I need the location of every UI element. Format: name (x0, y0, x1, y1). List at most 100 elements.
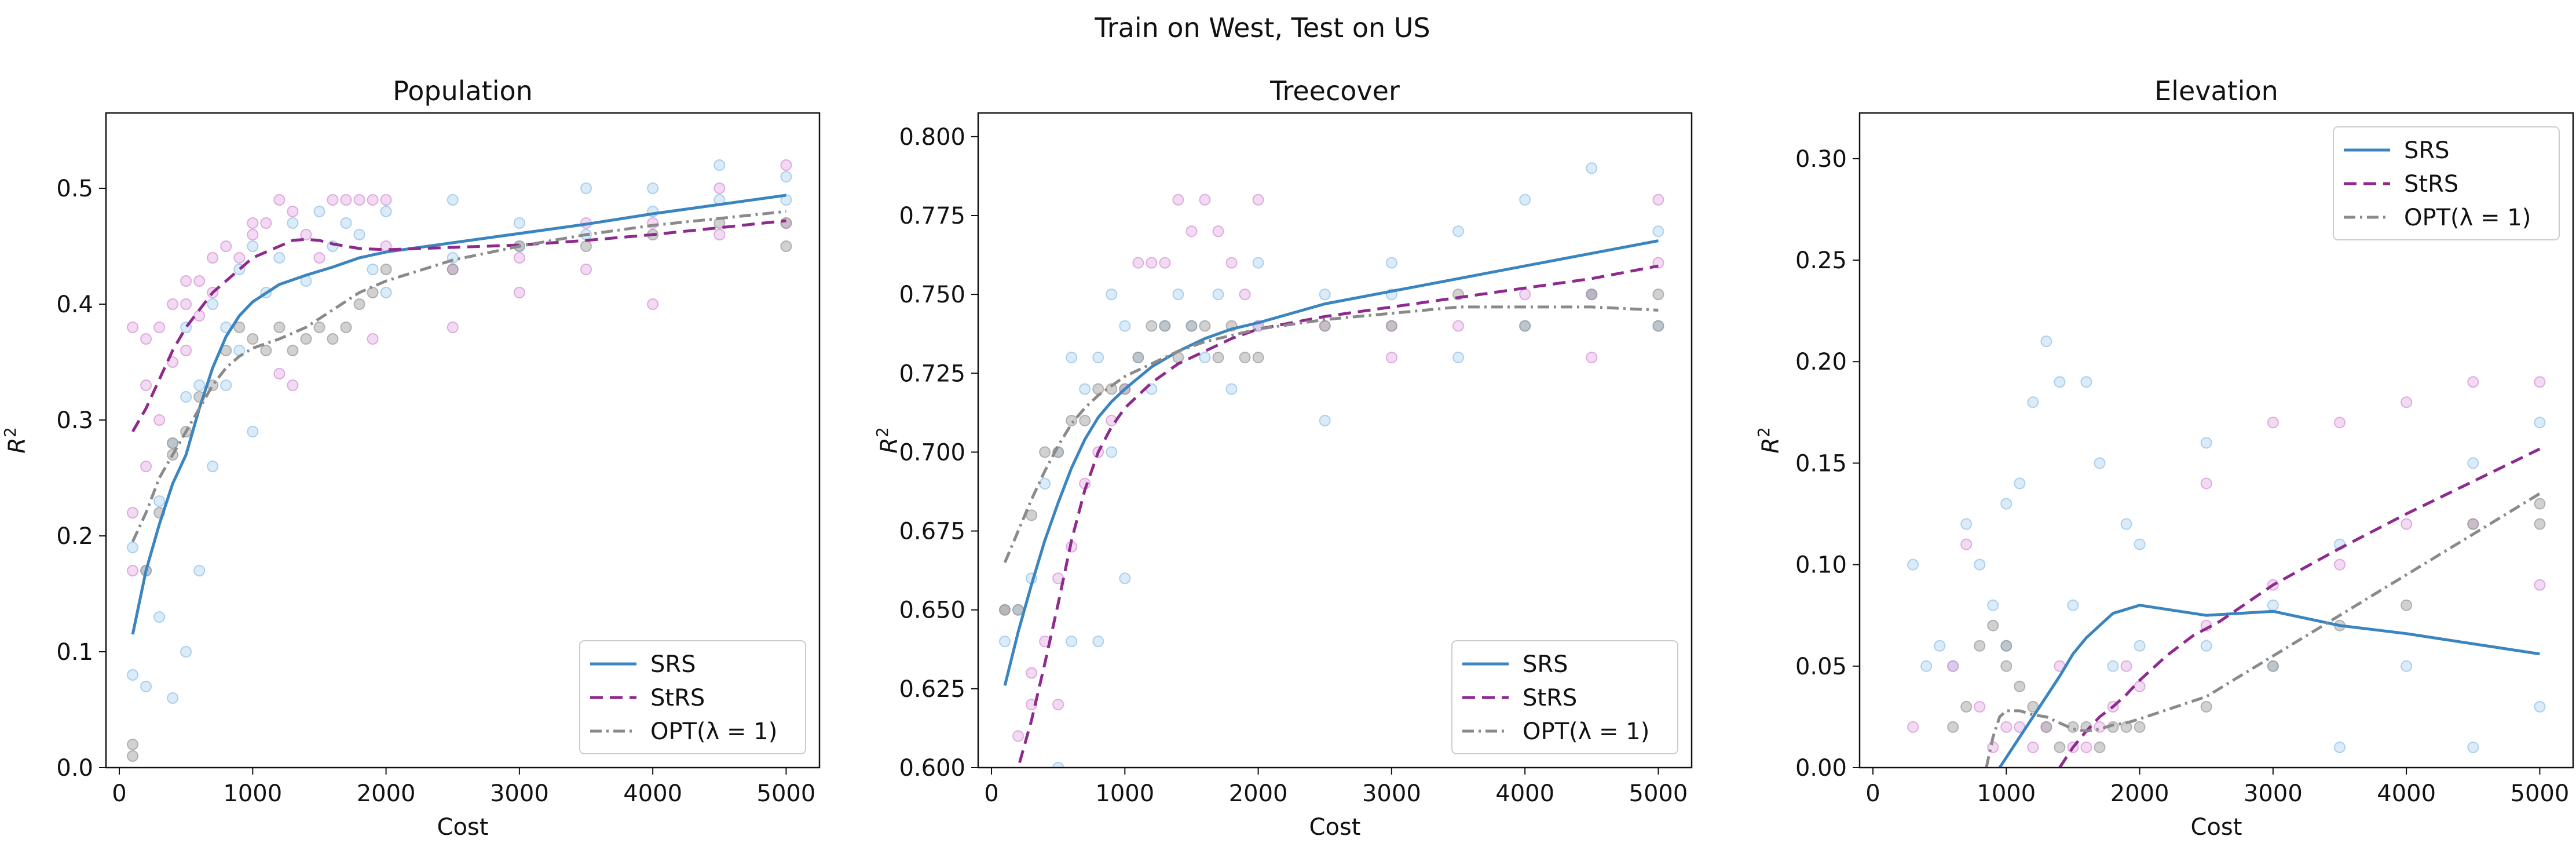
scatter-point-strs-elevation-3 (1974, 700, 1986, 713)
scatter-point-strs-elevation-7 (2027, 741, 2039, 753)
scatter-point-strs-population-18 (233, 252, 246, 264)
scatter-point-strs-population-27 (313, 252, 325, 264)
scatter-point-strs-population-38 (513, 252, 525, 264)
scatter-point-strs-population-4 (140, 461, 152, 472)
scatter-point-srs-population-6 (167, 692, 179, 704)
scatter-point-srs-population-29 (367, 264, 379, 275)
scatter-point-strs-treecover-27 (1586, 352, 1598, 364)
scatter-point-srs-elevation-5 (1974, 558, 1986, 571)
scatter-point-strs-elevation-20 (2334, 417, 2346, 429)
scatter-point-opt-population-17 (327, 333, 339, 345)
scatter-point-opt-treecover-19 (1239, 352, 1251, 364)
scatter-point-srs-population-9 (180, 391, 192, 403)
y-tick-label-treecover-4: 0.700 (899, 439, 965, 466)
scatter-point-srs-population-31 (380, 287, 392, 298)
scatter-point-opt-treecover-26 (1652, 320, 1664, 332)
y-tick-label-population-2: 0.2 (56, 523, 93, 550)
y-tick-label-elevation-0: 0.00 (1795, 755, 1847, 782)
scatter-point-strs-population-20 (247, 217, 259, 229)
series-line-strs-population (131, 219, 786, 433)
scatter-point-opt-population-13 (273, 322, 286, 333)
scatter-point-strs-population-3 (140, 333, 152, 345)
scatter-point-strs-population-43 (713, 229, 726, 240)
scatter-point-strs-population-1 (127, 507, 139, 519)
x-tick-label-elevation-0: 0 (1865, 780, 1880, 807)
scatter-point-srs-elevation-17 (2120, 518, 2132, 530)
scatter-point-srs-elevation-25 (2334, 741, 2346, 753)
panel-treecover: Treecover Cost R2 0 1000 2000 3000 4000 5000 0.60… (873, 75, 1693, 841)
scatter-point-strs-population-28 (327, 194, 339, 206)
scatter-point-strs-elevation-26 (2534, 376, 2546, 388)
scatter-point-srs-treecover-21 (1212, 289, 1224, 301)
y-tick-label-elevation-4: 0.20 (1795, 349, 1847, 375)
scatter-point-strs-population-8 (167, 298, 179, 310)
scatter-point-strs-elevation-15 (2134, 680, 2146, 692)
scatter-point-opt-elevation-21 (2534, 498, 2546, 510)
axes-frame-elevation (1858, 112, 2574, 769)
scatter-point-opt-elevation-8 (2040, 721, 2052, 733)
scatter-point-opt-treecover-13 (1159, 320, 1171, 332)
legend-label-strs-population: StRS (650, 685, 705, 711)
x-tick-label-elevation-2: 2000 (2110, 780, 2169, 807)
scatter-point-strs-elevation-5 (2000, 721, 2012, 733)
scatter-point-srs-treecover-35 (1652, 225, 1664, 238)
scatter-point-strs-elevation-0 (1907, 721, 1919, 733)
scatter-point-strs-population-39 (580, 264, 592, 275)
scatter-point-srs-elevation-19 (2134, 640, 2146, 652)
scatter-point-strs-treecover-4 (1052, 699, 1064, 711)
x-tick-label-treecover-3: 3000 (1362, 780, 1421, 807)
scatter-point-opt-elevation-19 (2401, 599, 2413, 611)
scatter-point-srs-population-33 (447, 194, 459, 206)
scatter-point-srs-elevation-22 (2267, 599, 2279, 611)
scatter-point-strs-population-37 (513, 287, 525, 298)
scatter-point-srs-elevation-27 (2467, 457, 2479, 469)
scatter-point-srs-population-20 (247, 240, 259, 252)
scatter-point-srs-population-34 (513, 217, 525, 229)
x-tick-label-elevation-5: 5000 (2511, 780, 2570, 807)
x-axis-label-elevation: Cost (2191, 814, 2242, 841)
scatter-point-srs-treecover-26 (1319, 289, 1331, 301)
scatter-point-opt-treecover-12 (1146, 320, 1158, 332)
scatter-point-srs-elevation-30 (2534, 700, 2546, 713)
legend-label-opt-population: OPT(λ = 1) (650, 718, 777, 745)
scatter-point-srs-elevation-1 (1920, 660, 1933, 672)
scatter-point-strs-population-34 (380, 194, 392, 206)
legend-label-strs-elevation: StRS (2404, 171, 2458, 198)
scatter-point-srs-elevation-21 (2200, 640, 2212, 652)
x-tick-label-elevation-1: 1000 (1977, 780, 2036, 807)
scatter-point-srs-treecover-0 (999, 636, 1011, 648)
scatter-point-strs-population-7 (153, 414, 166, 426)
scatter-point-strs-elevation-17 (2200, 477, 2212, 490)
y-tick-label-population-0: 0.0 (56, 755, 93, 782)
series-line-strs-treecover (1016, 264, 1659, 768)
y-tick-label-treecover-5: 0.725 (899, 360, 965, 387)
legend-box-elevation (2333, 126, 2560, 240)
scatter-point-srs-population-42 (780, 194, 792, 206)
scatter-point-opt-treecover-6 (1066, 414, 1078, 426)
scatter-point-strs-population-6 (153, 322, 166, 333)
y-tick-label-elevation-3: 0.15 (1795, 450, 1847, 477)
scatter-point-strs-treecover-18 (1225, 257, 1238, 269)
scatter-point-srs-treecover-31 (1519, 193, 1531, 206)
scatter-point-srs-treecover-14 (1119, 320, 1131, 332)
scatter-point-strs-population-22 (273, 194, 286, 206)
scatter-point-strs-treecover-30 (1652, 193, 1664, 206)
scatter-point-strs-population-24 (287, 206, 299, 217)
series-line-strs-elevation (2058, 447, 2541, 768)
scatter-point-opt-elevation-2 (1974, 640, 1986, 652)
scatter-point-opt-population-12 (260, 345, 272, 356)
scatter-point-strs-elevation-24 (2467, 376, 2479, 388)
scatter-point-strs-treecover-26 (1519, 289, 1531, 301)
legend-label-opt-elevation: OPT(λ = 1) (2404, 205, 2531, 231)
y-tick-label-population-4: 0.4 (56, 291, 93, 318)
scatter-point-opt-elevation-4 (2000, 660, 2012, 672)
scatter-point-srs-treecover-10 (1092, 352, 1104, 364)
series-line-srs-population (131, 193, 786, 635)
scatter-point-srs-treecover-25 (1319, 414, 1331, 426)
y-tick-label-treecover-0: 0.600 (899, 755, 965, 782)
scatter-point-strs-treecover-19 (1239, 289, 1251, 301)
y-tick-label-treecover-1: 0.625 (899, 676, 965, 703)
scatter-point-opt-elevation-1 (1960, 700, 1973, 713)
scatter-point-srs-population-27 (340, 217, 352, 229)
scatter-point-opt-elevation-22 (2534, 518, 2546, 530)
